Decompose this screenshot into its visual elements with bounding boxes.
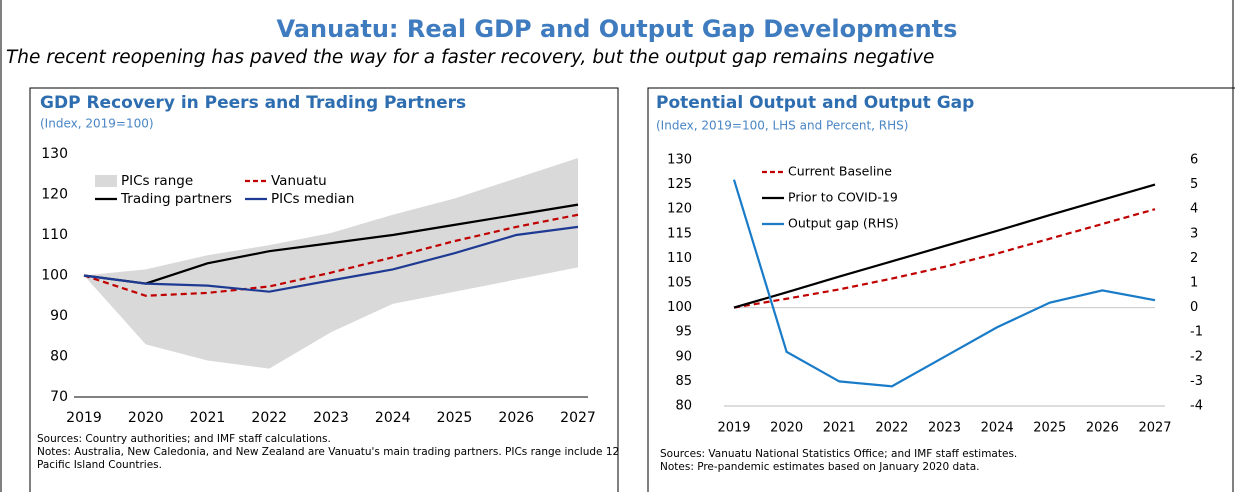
y-tick-label: 120 <box>41 187 68 203</box>
x-tick-label: 2019 <box>66 410 102 426</box>
y2-tick-label: 2 <box>1190 251 1198 266</box>
y2-tick-label: 4 <box>1190 202 1198 217</box>
x-tick-label: 2027 <box>1138 421 1171 436</box>
y2-tick-label: -3 <box>1190 374 1203 389</box>
legend-label: Prior to COVID-19 <box>788 190 898 205</box>
sources: Sources: Vanuatu National Statistics Off… <box>660 448 1018 460</box>
legend-label: Trading partners <box>120 191 232 207</box>
x-tick-label: 2021 <box>823 421 856 436</box>
legend-label: Vanuatu <box>271 173 327 189</box>
legend-label: Output gap (RHS) <box>788 216 899 231</box>
x-tick-label: 2022 <box>251 410 287 426</box>
y2-tick-label: -1 <box>1190 325 1203 340</box>
series-line <box>732 179 1156 388</box>
range-area <box>84 158 578 369</box>
y2-tick-label: -4 <box>1190 399 1203 414</box>
x-tick-label: 2020 <box>128 410 164 426</box>
y-tick-label: 90 <box>675 349 692 364</box>
y-tick-label: 70 <box>50 389 68 405</box>
chart-subtitle: (Index, 2019=100) <box>40 117 154 131</box>
panel <box>29 87 619 492</box>
x-tick-label: 2020 <box>770 421 803 436</box>
y2-tick-label: 0 <box>1190 300 1198 315</box>
y-tick-label: 80 <box>675 399 692 414</box>
x-tick-label: 2027 <box>560 410 596 426</box>
legend-label: PICs median <box>271 191 354 207</box>
legend-label: PICs range <box>121 173 193 189</box>
y-tick-label: 95 <box>675 325 692 340</box>
y2-tick-label: -2 <box>1190 349 1203 364</box>
y-tick-label: 85 <box>675 374 692 389</box>
y2-tick-label: 3 <box>1190 226 1198 241</box>
chart-title: Potential Output and Output Gap <box>656 93 974 113</box>
legend-swatch <box>95 175 117 187</box>
figure-subtitle: The recent reopening has paved the way f… <box>6 47 934 68</box>
x-tick-label: 2024 <box>375 410 411 426</box>
y-tick-label: 110 <box>667 251 692 266</box>
sources: Sources: Country authorities; and IMF st… <box>37 433 331 445</box>
y-tick-label: 100 <box>667 300 692 315</box>
y2-tick-label: 1 <box>1190 276 1198 291</box>
x-tick-label: 2024 <box>981 421 1014 436</box>
y-tick-label: 100 <box>41 268 68 284</box>
x-tick-label: 2023 <box>928 421 961 436</box>
y-tick-label: 130 <box>667 153 692 168</box>
x-tick-label: 2025 <box>1033 421 1066 436</box>
x-tick-label: 2022 <box>875 421 908 436</box>
x-tick-label: 2025 <box>437 410 473 426</box>
y2-tick-label: 5 <box>1190 177 1198 192</box>
x-tick-label: 2021 <box>190 410 226 426</box>
x-tick-label: 2019 <box>717 421 750 436</box>
x-tick-label: 2026 <box>498 410 534 426</box>
x-tick-label: 2026 <box>1086 421 1119 436</box>
chart-subtitle: (Index, 2019=100, LHS and Percent, RHS) <box>656 119 908 133</box>
y-tick-label: 120 <box>667 202 692 217</box>
notes: Notes: Pre-pandemic estimates based on J… <box>660 461 980 473</box>
legend-label: Current Baseline <box>788 164 892 179</box>
series-line <box>733 208 1156 309</box>
y-tick-label: 115 <box>667 226 692 241</box>
notes: Notes: Australia, New Caledonia, and New… <box>37 446 620 471</box>
series-line <box>83 225 579 293</box>
y2-tick-label: 6 <box>1190 153 1198 168</box>
series-line <box>83 203 579 285</box>
y-tick-label: 125 <box>667 177 692 192</box>
figure-title: Vanuatu: Real GDP and Output Gap Develop… <box>277 15 958 43</box>
panel <box>647 87 1235 492</box>
series-line <box>83 213 579 297</box>
y-tick-label: 80 <box>50 349 68 365</box>
y-tick-label: 105 <box>667 276 692 291</box>
series-line <box>733 183 1156 309</box>
y-tick-label: 130 <box>41 146 68 162</box>
y-tick-label: 110 <box>41 227 68 243</box>
y-tick-label: 90 <box>50 308 68 324</box>
x-tick-label: 2023 <box>313 410 349 426</box>
chart-title: GDP Recovery in Peers and Trading Partne… <box>40 93 466 113</box>
